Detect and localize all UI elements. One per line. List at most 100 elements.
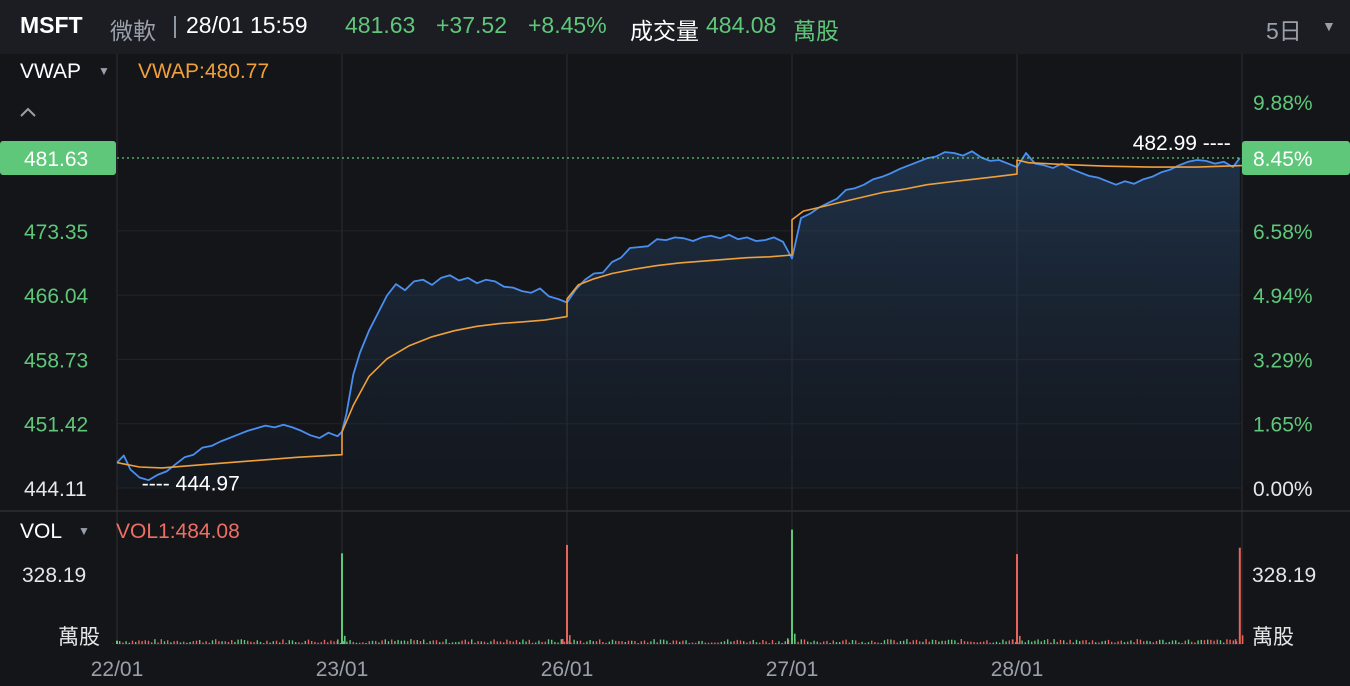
volume-bar: [640, 641, 642, 644]
volume-bar: [1098, 642, 1100, 644]
volume-bar: [858, 642, 860, 644]
volume-bar: [423, 639, 425, 644]
volume-bar: [855, 640, 857, 644]
volume-bar: [906, 639, 908, 644]
volume-bar: [344, 635, 346, 644]
volume-bar: [410, 639, 412, 644]
volume-bar: [384, 639, 386, 644]
volume-bar: [730, 641, 732, 644]
volume-bar: [1181, 642, 1183, 644]
current-price-tag: [0, 141, 116, 176]
price-line: [116, 150, 1241, 482]
volume-bar: [544, 641, 546, 644]
volume-bar: [1229, 639, 1231, 644]
vwap-line: [116, 159, 1243, 469]
volume-bar: [426, 642, 428, 644]
volume-bar: [189, 642, 191, 644]
chevron-down-icon[interactable]: ▼: [78, 524, 90, 538]
volume-bar: [877, 642, 879, 644]
volume-bar: [1047, 639, 1049, 644]
pct-tick-label: 4.94%: [1253, 285, 1313, 308]
volume-bar: [938, 641, 940, 644]
volume-bar: [179, 642, 182, 644]
current-price-tag-text: 481.63: [24, 148, 88, 171]
volume-bar: [387, 641, 390, 644]
volume-bar: [1232, 640, 1234, 644]
volume-bar: [275, 640, 278, 644]
volume-bar: [1165, 642, 1167, 644]
volume-bar: [199, 640, 201, 644]
volume-bar: [1018, 642, 1020, 644]
volume-bar: [125, 641, 127, 644]
volume-bar: [794, 633, 796, 644]
volume-bar: [682, 640, 684, 644]
chevron-down-icon[interactable]: ▼: [1322, 18, 1336, 34]
volume-bar: [1235, 641, 1238, 644]
volume-bar: [1194, 642, 1196, 644]
volume-bar: [688, 642, 690, 644]
volume-bar: [547, 639, 550, 644]
volume-bar: [160, 639, 162, 644]
price-change-pct: +8.45%: [528, 12, 607, 38]
volume-bar: [995, 641, 998, 644]
pct-tick-label: 0.00%: [1253, 478, 1313, 501]
volume-bar: [176, 640, 178, 644]
volume-bar: [781, 642, 783, 644]
chevron-down-icon[interactable]: ▼: [98, 64, 110, 78]
volume-bar: [291, 640, 294, 644]
volume-bar: [573, 639, 575, 644]
volume-bar: [413, 640, 415, 644]
volume-unit: 萬股: [793, 18, 839, 44]
volume-bar: [1066, 642, 1068, 644]
volume-bar: [1120, 640, 1122, 644]
volume-bar: [698, 641, 700, 644]
volume-bar: [1095, 642, 1097, 644]
volume-bar: [867, 642, 870, 644]
volume-bar: [979, 641, 982, 644]
volume-bar: [157, 642, 159, 644]
volume-bar: [1117, 641, 1119, 644]
volume-bar: [525, 641, 527, 644]
volume-bar: [512, 641, 514, 644]
volume-bar: [1178, 642, 1180, 644]
volume-bar: [1162, 639, 1164, 644]
volume-bar: [1015, 642, 1017, 644]
period-selector[interactable]: 5日: [1266, 18, 1302, 44]
header-separator: |: [172, 12, 178, 38]
vol-indicator-label[interactable]: VOL: [20, 520, 62, 543]
ticker-symbol: MSFT: [20, 12, 83, 38]
volume-bar: [1241, 635, 1244, 644]
volume-bar: [999, 642, 1001, 644]
volume-bar: [643, 640, 646, 644]
volume-bar: [771, 640, 774, 644]
volume-bar: [826, 640, 828, 644]
volume-bar: [154, 639, 156, 644]
vol-unit-right: 萬股: [1252, 626, 1294, 649]
volume-bar: [1187, 639, 1190, 644]
volume-bar: [736, 639, 738, 644]
volume-bar: [874, 642, 876, 644]
intraday-chart[interactable]: VWAP ▼ VWAP:480.77 VOL ▼ VOL1:484.08 328…: [0, 54, 1350, 686]
volume-bar: [368, 641, 370, 644]
volume-bar: [256, 640, 258, 644]
volume-bar: [282, 639, 284, 644]
volume-bar: [1107, 639, 1110, 644]
volume-bar: [1053, 639, 1055, 644]
chevron-up-icon[interactable]: [20, 107, 36, 117]
volume-bar: [272, 641, 274, 644]
volume-bar: [880, 642, 882, 644]
volume-bar: [503, 642, 505, 644]
volume-bar: [205, 641, 207, 644]
volume-bar: [807, 641, 809, 644]
vwap-indicator-label[interactable]: VWAP: [20, 60, 81, 83]
volume-bar: [122, 642, 124, 644]
volume-bar: [663, 639, 665, 644]
volume-bar: [240, 639, 242, 644]
volume-label: 成交量: [630, 18, 699, 44]
volume-bar: [528, 639, 530, 644]
volume-bar: [1184, 640, 1186, 644]
volume-bar: [954, 640, 956, 644]
volume-bar: [330, 640, 332, 644]
volume-bar: [839, 642, 841, 644]
volume-bar: [144, 640, 146, 644]
